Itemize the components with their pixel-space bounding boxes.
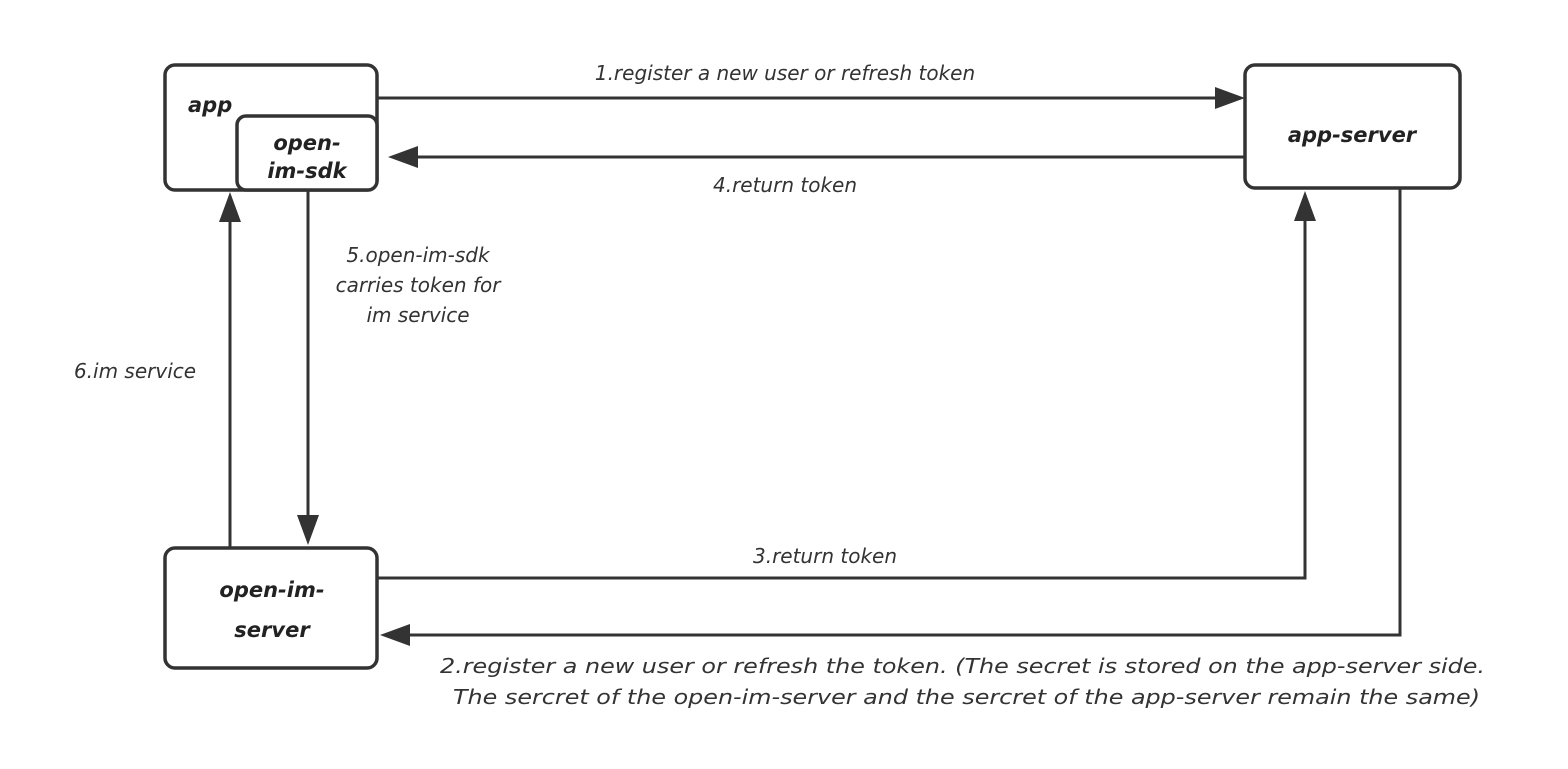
edge-5-label-3: im service xyxy=(366,303,469,327)
edge-5: 5.open-im-sdk carries token for im servi… xyxy=(297,190,502,545)
edge-3-label: 3.return token xyxy=(753,544,897,568)
arrowhead xyxy=(219,192,241,222)
node-im-server-label-2: server xyxy=(234,618,311,642)
edge-1: 1.register a new user or refresh token xyxy=(377,61,1245,109)
arrowhead xyxy=(388,146,418,168)
arrowhead xyxy=(380,624,410,646)
edge-4-label: 4.return token xyxy=(713,173,857,197)
node-sdk-label-2: im-sdk xyxy=(267,159,348,183)
edge-2-label-2: The sercret of the open-im-server and th… xyxy=(453,685,1480,709)
node-sdk-label-1: open- xyxy=(273,131,340,155)
node-app-server: app-server xyxy=(1243,63,1462,190)
edge-1-label: 1.register a new user or refresh token xyxy=(595,61,975,85)
arrowhead xyxy=(1294,191,1316,221)
edge-3: 3.return token xyxy=(377,191,1316,580)
arrowhead xyxy=(297,515,319,545)
edge-6-label: 6.im service xyxy=(74,359,196,383)
node-open-im-server: open-im- server xyxy=(163,546,379,670)
edge-6: 6.im service xyxy=(74,192,241,548)
edge-5-label-1: 5.open-im-sdk xyxy=(346,243,491,267)
arrowhead xyxy=(1215,87,1245,109)
node-app-server-label: app-server xyxy=(1288,123,1418,147)
node-open-im-sdk: open- im-sdk xyxy=(235,114,379,192)
edge-2: 2.register a new user or refresh the tok… xyxy=(380,188,1485,709)
node-app-label: app xyxy=(188,93,232,117)
edge-2-label-1: 2.register a new user or refresh the tok… xyxy=(440,654,1485,678)
node-im-server-label-1: open-im- xyxy=(219,578,324,602)
edge-4: 4.return token xyxy=(388,146,1245,197)
edge-5-label-2: carries token for xyxy=(336,273,503,297)
